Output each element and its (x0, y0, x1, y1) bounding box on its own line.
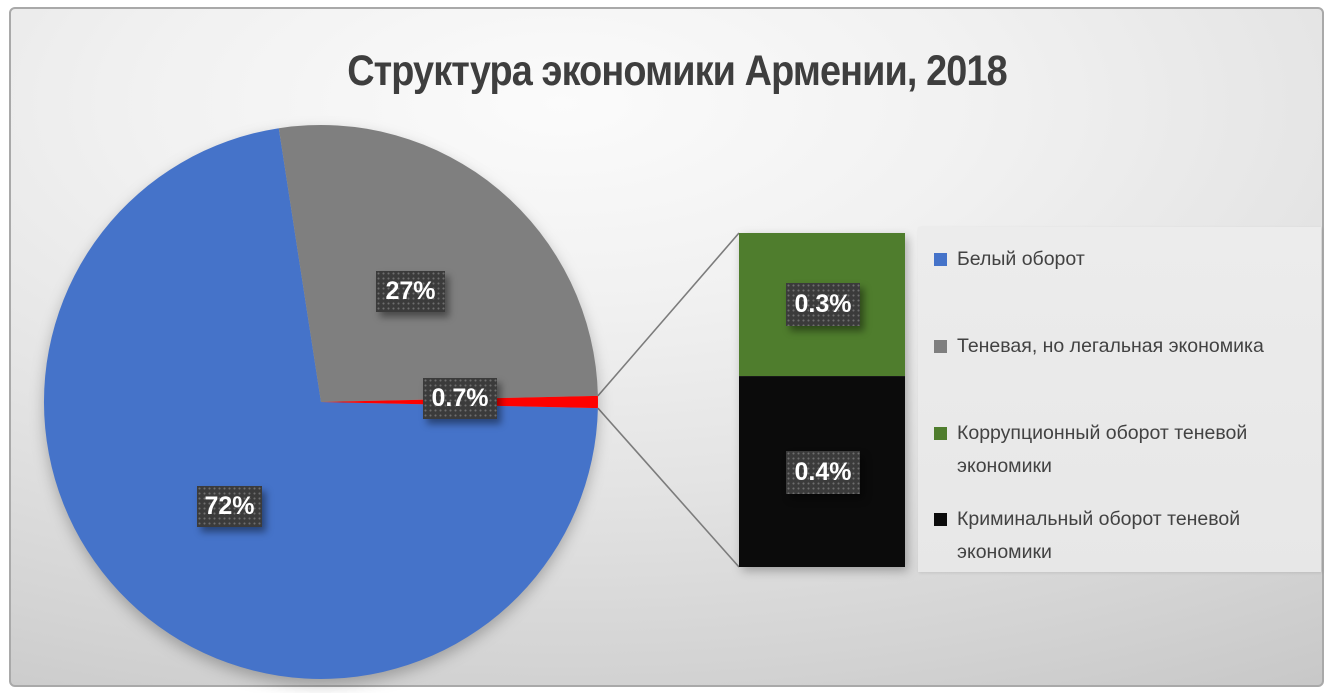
legend-swatch-gray (934, 340, 947, 353)
connector-line-top (597, 232, 740, 397)
legend-swatch-blue (934, 253, 947, 266)
legend-label: Теневая, но легальная экономика (957, 335, 1264, 357)
data-label-criminal: 0.4% (786, 451, 860, 494)
pie-plot (43, 124, 598, 679)
pie-slice-0 (43, 128, 598, 679)
chart-legend: Белый оборот Теневая, но легальная эконо… (918, 227, 1321, 572)
legend-item-white-turnover: Белый оборот (934, 243, 1289, 276)
data-label-other-slice: 0.7% (423, 378, 497, 419)
connector-line-bottom (597, 407, 740, 568)
legend-label: Коррупционный оборот теневой экономики (957, 422, 1248, 477)
legend-item-corruption: Коррупционный оборот теневой экономики (934, 417, 1289, 483)
legend-label: Белый оборот (957, 248, 1085, 270)
connector-lines (597, 232, 740, 568)
legend-swatch-black (934, 513, 947, 526)
slide-background: Структура экономики Армении, 2018 72% 27… (9, 7, 1324, 687)
data-label-white-turnover: 72% (197, 486, 262, 527)
data-label-shadow-legal: 27% (376, 271, 445, 312)
legend-item-criminal: Криминальный оборот теневой экономики (934, 503, 1289, 569)
pie-slice-1 (278, 124, 598, 403)
legend-item-shadow-legal: Теневая, но легальная экономика (934, 330, 1289, 363)
data-label-corruption: 0.3% (786, 283, 860, 326)
legend-swatch-green (934, 427, 947, 440)
chart-title: Структура экономики Армении, 2018 (347, 47, 1007, 95)
legend-label: Криминальный оборот теневой экономики (957, 508, 1241, 563)
